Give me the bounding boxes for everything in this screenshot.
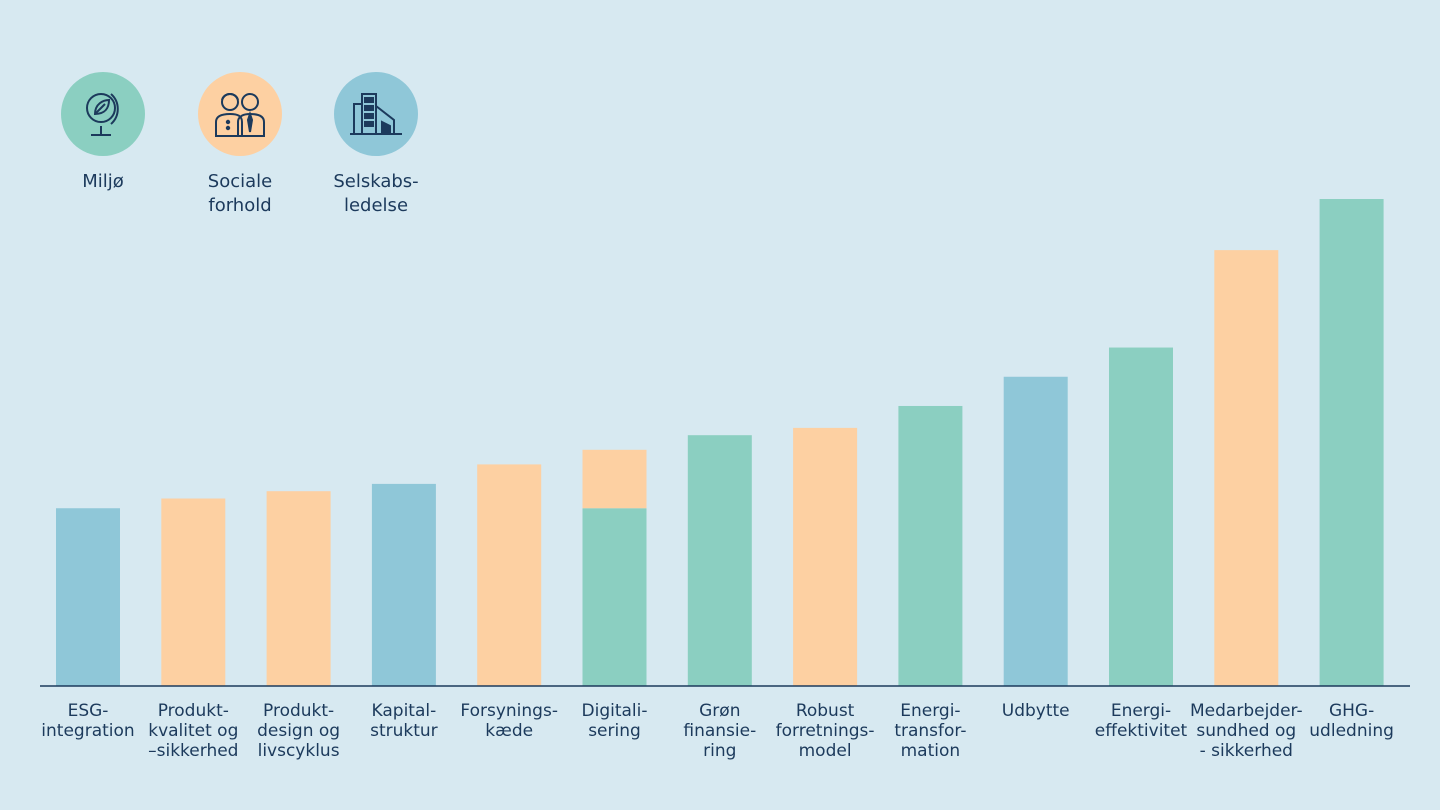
bar-sociale-4 bbox=[477, 464, 542, 686]
bar-sociale-2 bbox=[266, 491, 331, 686]
bar-miljo-10 bbox=[1109, 347, 1173, 686]
x-tick-label-12: GHG-udledning bbox=[1309, 701, 1394, 741]
x-tick-label-9: Udbytte bbox=[1002, 701, 1070, 721]
legend-miljo-circle bbox=[61, 72, 145, 156]
legend-miljo-label: Miljø bbox=[82, 171, 124, 192]
bar-miljo-8 bbox=[898, 405, 963, 686]
x-tick-label-3: Kapital-struktur bbox=[370, 701, 438, 741]
bar-miljo-12 bbox=[1319, 199, 1384, 686]
x-tick-label-0: ESG-integration bbox=[41, 701, 134, 741]
x-tick-label-10: Energi-effektivitet bbox=[1095, 701, 1188, 741]
x-tick-label-11: Medarbejder-sundhed og - sikkerhed bbox=[1190, 701, 1303, 761]
bar-sociale-11 bbox=[1214, 250, 1279, 686]
bar-ledelse-0 bbox=[56, 508, 120, 686]
bar-ledelse-9 bbox=[1003, 376, 1068, 686]
x-tick-label-7: Robust forretnings-model bbox=[776, 701, 875, 761]
legend-sociale: Sociale forhold bbox=[170, 72, 310, 218]
legend-ledelse: Selskabs- ledelse bbox=[306, 72, 446, 218]
x-tick-label-1: Produkt-kvalitet og –sikkerhed bbox=[148, 701, 238, 761]
bar-ledelse-3 bbox=[371, 483, 436, 686]
bars-group bbox=[56, 199, 1384, 686]
globe-leaf-icon bbox=[86, 93, 119, 136]
x-tick-label-2: Produkt-design og livscyklus bbox=[257, 701, 340, 761]
legend-sociale-circle bbox=[198, 72, 282, 156]
x-tick-label-4: Forsynings-kæde bbox=[460, 701, 558, 741]
x-tick-label-5: Digitali-sering bbox=[582, 701, 648, 741]
legend-miljo: Miljø bbox=[33, 72, 173, 194]
bar-sociale-5 bbox=[582, 449, 647, 509]
people-icon bbox=[215, 93, 265, 137]
bar-miljo-6 bbox=[687, 435, 752, 686]
buildings-icon bbox=[350, 93, 402, 135]
bar-sociale-1 bbox=[161, 498, 226, 686]
x-tick-labels: ESG-integration Produkt-kvalitet og –sikke… bbox=[41, 701, 1394, 761]
legend-ledelse-circle bbox=[334, 72, 418, 156]
legend-ledelse-label: Selskabs- ledelse bbox=[333, 171, 419, 216]
bar-miljo-5 bbox=[582, 508, 647, 686]
legend-sociale-label: Sociale forhold bbox=[207, 171, 273, 216]
x-tick-label-8: Energi-transfor-mation bbox=[894, 701, 966, 761]
bar-sociale-7 bbox=[793, 427, 858, 686]
x-tick-label-6: Grøn finansie-ring bbox=[683, 701, 756, 761]
